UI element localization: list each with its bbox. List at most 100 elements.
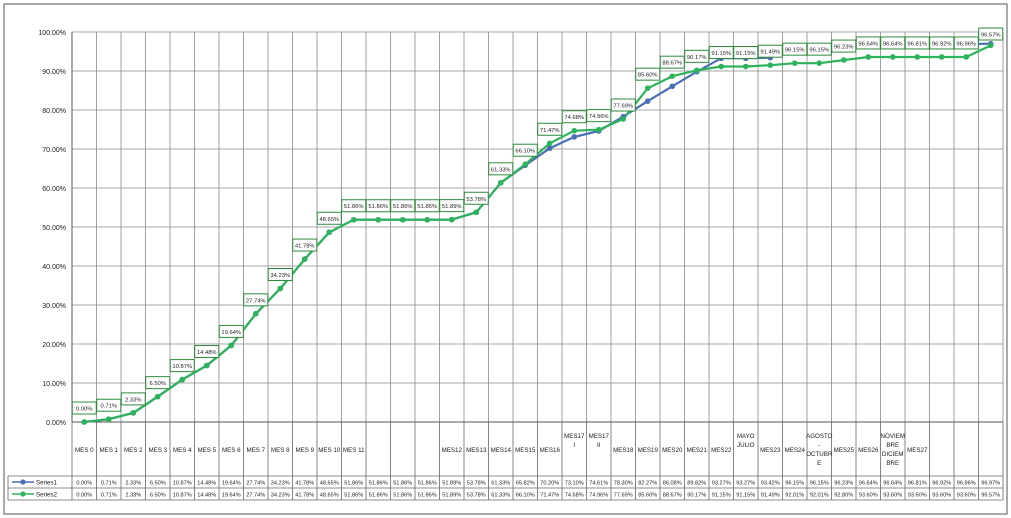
table-cell-value: 71.47% xyxy=(540,493,559,499)
data-label: 51.86% xyxy=(393,204,413,210)
table-cell-value: 48.65% xyxy=(320,493,339,499)
table-cell-value: 51.86% xyxy=(393,493,412,499)
table-cell-value: 0.71% xyxy=(101,493,117,499)
table-cell-value: 77.69% xyxy=(614,493,633,499)
x-category-label: MES16 xyxy=(540,447,561,454)
legend-key-marker xyxy=(20,479,26,485)
x-category-label: MES 0 xyxy=(75,447,94,454)
table-cell-value: 51.86% xyxy=(369,481,388,487)
data-table: MES 0 MES 1 MES 2 MES 3 MES 4 MES 5 MES 6 MES 7… xyxy=(7,422,1004,501)
data-label-box xyxy=(218,324,244,338)
table-cell-value: 93.60% xyxy=(859,493,878,499)
x-category-label: MES17 xyxy=(564,433,585,440)
table-cell-value: 0.71% xyxy=(101,481,117,487)
data-label: 27.74% xyxy=(246,298,266,304)
data-label: 74.68% xyxy=(564,115,584,121)
table-cell-value: 93.27% xyxy=(712,481,731,487)
data-point xyxy=(301,256,308,262)
data-label: 2.33% xyxy=(125,397,141,403)
y-tick-label: 60.00% xyxy=(42,186,66,193)
table-cell-value: 78.30% xyxy=(614,481,633,487)
x-category-label: MES 6 xyxy=(222,447,241,454)
y-tick-label: 0.00% xyxy=(46,420,66,427)
table-cell-value: 96.97% xyxy=(981,481,1000,487)
data-point xyxy=(448,216,455,223)
table-cell-value: 10.87% xyxy=(173,481,192,487)
y-tick-label: 30.00% xyxy=(42,303,66,310)
data-point xyxy=(644,98,651,104)
data-label-box xyxy=(145,376,171,390)
data-label: 96.15% xyxy=(785,48,805,54)
x-category-label: MES 11 xyxy=(343,447,365,454)
y-tick-label: 10.00% xyxy=(42,381,66,388)
table-cell-value: 92.01% xyxy=(785,493,804,499)
y-tick-label: 50.00% xyxy=(42,225,66,232)
table-cell-value: 93.60% xyxy=(957,493,976,499)
data-label-box xyxy=(537,122,563,136)
x-category-label: MES 3 xyxy=(148,447,167,454)
table-cell-value: 10.87% xyxy=(173,493,192,499)
data-point xyxy=(399,216,406,223)
x-category-label: MES 5 xyxy=(197,447,216,454)
data-point xyxy=(718,63,725,70)
table-cell-value: 70.20% xyxy=(540,481,559,487)
data-point xyxy=(669,73,676,79)
table-cell-value: 96.64% xyxy=(859,481,878,487)
data-point xyxy=(203,362,210,369)
data-point xyxy=(669,83,676,90)
data-label-box xyxy=(120,392,146,406)
y-tick-label: 100.00% xyxy=(38,30,66,37)
table-cell-value: 86.08% xyxy=(663,481,682,487)
legend-series-name: Series1 xyxy=(36,480,58,487)
data-labels: 0.00% 0.71% 2.33% 6.50% 10.87% 14.48% 19.64% 27… xyxy=(71,27,1004,415)
x-category-label: OCTUBR xyxy=(806,451,833,458)
data-point xyxy=(914,54,921,60)
x-category-label: MES 9 xyxy=(295,447,314,454)
table-cell-value: 66.10% xyxy=(516,493,535,499)
x-category-label: BRE xyxy=(886,442,899,449)
data-label: 66.10% xyxy=(515,149,535,155)
data-label: 51.86% xyxy=(344,204,364,210)
x-category-label: MES21 xyxy=(687,447,708,454)
x-category-label: MES14 xyxy=(491,447,512,454)
data-label: 96.23% xyxy=(834,45,854,51)
data-point xyxy=(595,126,602,133)
data-label: 96.64% xyxy=(883,41,903,47)
table-cell-value: 19.64% xyxy=(222,481,241,487)
table-cell-value: 51.86% xyxy=(393,481,412,487)
table-cell-value: 61.33% xyxy=(491,481,510,487)
y-tick-label: 70.00% xyxy=(42,147,66,154)
data-point xyxy=(473,209,480,216)
data-label-box xyxy=(463,191,489,205)
data-label-box xyxy=(169,359,195,373)
table-cell-value: 91.15% xyxy=(712,493,731,499)
table-cell-value: 92.01% xyxy=(810,493,829,499)
x-category-label: NOVIEM xyxy=(881,433,905,440)
data-label: 19.64% xyxy=(221,330,241,336)
table-cell-value: 27.74% xyxy=(246,493,265,499)
table-cell-value: 19.64% xyxy=(222,493,241,499)
data-point xyxy=(252,311,259,317)
gridlines xyxy=(71,31,1004,423)
data-label: 0.71% xyxy=(101,404,117,410)
data-label-box xyxy=(194,345,220,359)
data-label-box xyxy=(586,109,612,123)
data-label: 96.15% xyxy=(809,48,829,54)
data-label: 77.69% xyxy=(613,104,633,110)
data-label: 96.64% xyxy=(858,41,878,47)
data-label-box xyxy=(439,199,465,213)
table-cell-value: 51.86% xyxy=(369,493,388,499)
data-label-box xyxy=(292,238,318,252)
table-cell-value: 53.78% xyxy=(467,481,486,487)
data-point xyxy=(546,140,553,147)
data-label: 85.60% xyxy=(638,73,658,79)
x-category-label: MES24 xyxy=(785,447,806,454)
table-cell-value: 96.23% xyxy=(834,481,853,487)
data-label-box xyxy=(488,162,514,176)
data-label: 14.48% xyxy=(197,350,217,356)
table-cell-value: 61.33% xyxy=(491,493,510,499)
y-axis-tick-labels: 0.00% 10.00% 20.00% 30.00% 40.00% 50.00% 60.00… xyxy=(38,30,66,427)
x-category-label: MES25 xyxy=(834,447,855,454)
table-cell-value: 93.60% xyxy=(908,493,927,499)
table-cell-value: 27.74% xyxy=(246,481,265,487)
